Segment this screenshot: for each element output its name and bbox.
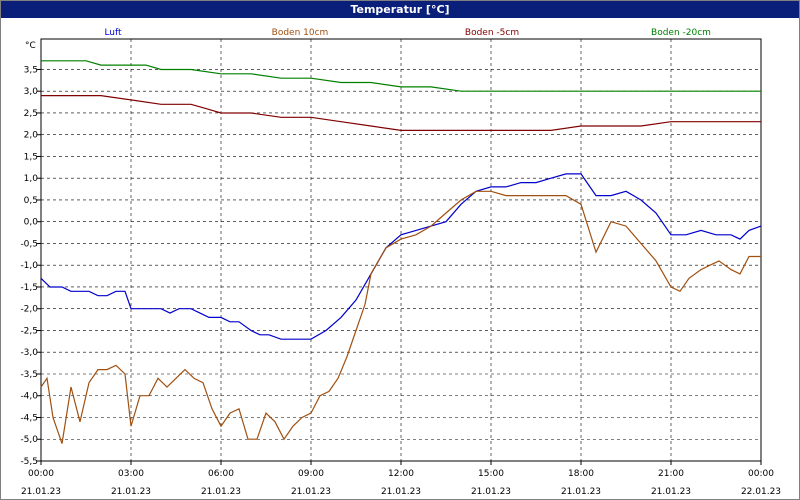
series-line bbox=[41, 60, 761, 92]
y-tick-label: -1,5 bbox=[20, 283, 38, 293]
y-tick-label: -5,0 bbox=[20, 435, 38, 445]
y-tick-label: 0,5 bbox=[24, 196, 38, 206]
x-tick-date: 22.01.23 bbox=[741, 487, 781, 497]
x-tick-time: 21:00 bbox=[658, 469, 684, 479]
y-tick-label: 1,0 bbox=[24, 174, 39, 184]
x-tick-date: 21.01.23 bbox=[381, 487, 421, 497]
y-tick-label: 3,0 bbox=[24, 87, 39, 97]
y-tick-label: -3,0 bbox=[20, 348, 38, 358]
legend-entry: Boden -20cm bbox=[651, 28, 711, 38]
y-tick-label: -2,5 bbox=[20, 326, 38, 336]
y-tick-label: 1,5 bbox=[24, 152, 38, 162]
x-tick-time: 18:00 bbox=[568, 469, 594, 479]
x-tick-date: 21.01.23 bbox=[111, 487, 151, 497]
y-tick-label: -0,5 bbox=[20, 239, 38, 249]
y-tick-label: -3,5 bbox=[20, 370, 38, 380]
legend-entry: Boden 10cm bbox=[272, 28, 329, 38]
x-tick-time: 06:00 bbox=[208, 469, 234, 479]
chart-title: Temperatur [°C] bbox=[1, 1, 799, 18]
y-tick-label: -2,0 bbox=[20, 305, 38, 315]
legend-entry: Luft bbox=[104, 28, 122, 38]
y-tick-label: 0,0 bbox=[24, 218, 39, 228]
x-tick-date: 21.01.23 bbox=[471, 487, 511, 497]
legend-entry: Boden -5cm bbox=[465, 28, 519, 38]
y-tick-label: -4,0 bbox=[20, 392, 38, 402]
x-tick-time: 03:00 bbox=[118, 469, 144, 479]
series-line bbox=[40, 190, 761, 444]
y-tick-label: -1,0 bbox=[20, 261, 38, 271]
y-tick-label: 2,0 bbox=[24, 131, 39, 141]
x-tick-date: 21.01.23 bbox=[21, 487, 61, 497]
x-tick-date: 21.01.23 bbox=[561, 487, 601, 497]
series-line bbox=[40, 173, 762, 340]
y-tick-label: -5,5 bbox=[20, 457, 38, 467]
y-tick-label: 2,5 bbox=[24, 109, 38, 119]
x-tick-date: 21.01.23 bbox=[201, 487, 241, 497]
x-tick-time: 15:00 bbox=[478, 469, 504, 479]
x-tick-time: 09:00 bbox=[298, 469, 324, 479]
series-line bbox=[41, 94, 761, 131]
y-axis-label: °C bbox=[25, 41, 36, 51]
x-tick-time: 00:00 bbox=[28, 469, 54, 479]
x-tick-date: 21.01.23 bbox=[291, 487, 331, 497]
x-tick-date: 21.01.23 bbox=[651, 487, 691, 497]
x-tick-time: 00:00 bbox=[748, 469, 774, 479]
y-tick-label: 3,5 bbox=[24, 65, 38, 75]
x-tick-time: 12:00 bbox=[388, 469, 414, 479]
y-tick-label: -4,5 bbox=[20, 413, 38, 423]
